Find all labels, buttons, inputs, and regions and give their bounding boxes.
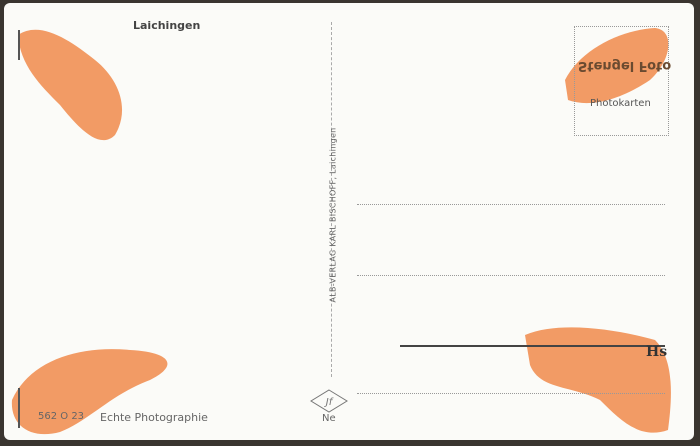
svg-text:Jf: Jf (324, 397, 334, 408)
address-line-2 (357, 275, 665, 276)
trademark-label: Ne (322, 413, 336, 424)
address-mark: Hs (646, 344, 668, 360)
stamp-label: Photokarten (590, 98, 651, 109)
stain-top-left (18, 29, 123, 141)
stain-top-right (565, 28, 669, 104)
stengel-logo: Stengel Foto (578, 58, 672, 73)
edge-mark-top (18, 30, 20, 60)
stain-bottom-left (11, 349, 168, 435)
publisher-imprint: ALB-VERLAG KARL BISCHOFF, Laichingen (328, 127, 338, 303)
stamp-box (574, 26, 669, 136)
place-title: Laichingen (133, 19, 201, 32)
address-line-1 (357, 204, 665, 205)
edge-mark-bottom (18, 388, 20, 428)
address-line-3 (400, 345, 665, 347)
stain-bottom-right (525, 327, 671, 433)
photo-type: Echte Photographie (100, 411, 208, 424)
catalog-number: 562 O 23 (38, 411, 85, 422)
trademark-diamond-icon: Jf (310, 389, 348, 413)
address-line-4 (357, 393, 665, 394)
divider-line (331, 22, 332, 377)
